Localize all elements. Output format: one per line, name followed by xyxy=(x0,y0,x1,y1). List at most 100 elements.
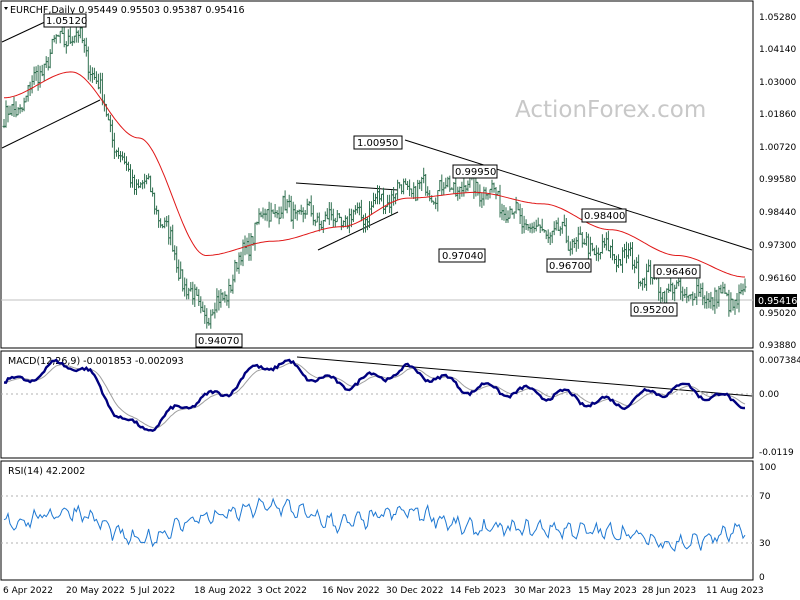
price-bar xyxy=(502,205,506,221)
price-bar xyxy=(233,259,237,283)
xtick-label: 6 Apr 2022 xyxy=(3,586,53,596)
price-bar xyxy=(466,180,470,192)
price-bar xyxy=(394,193,398,205)
price-bar xyxy=(115,149,118,157)
price-bar xyxy=(578,226,582,235)
price-bar xyxy=(197,289,201,306)
price-bar xyxy=(253,222,257,251)
price-bar xyxy=(169,226,173,246)
xtick-label: 14 Feb 2023 xyxy=(450,586,506,596)
price-bar xyxy=(119,151,122,163)
price-bar xyxy=(667,283,671,293)
price-bar xyxy=(609,245,612,259)
price-bar xyxy=(279,206,283,219)
price-bar xyxy=(625,241,628,264)
price-bar xyxy=(127,161,130,172)
price-label-1.00950: 1.00950 xyxy=(353,135,403,150)
price-bar xyxy=(707,293,711,309)
main-ytick-label: 0.96160 xyxy=(759,274,796,284)
price-bar xyxy=(58,30,62,44)
price-bar xyxy=(201,301,205,312)
xtick-label: 5 Jul 2022 xyxy=(130,586,175,596)
price-bar xyxy=(482,186,486,206)
price-bar xyxy=(293,204,297,220)
xtick-label: 30 Dec 2022 xyxy=(386,586,444,596)
price-bar xyxy=(191,281,195,305)
price-bar xyxy=(518,203,522,224)
price-bar xyxy=(410,188,414,198)
price-bar xyxy=(546,229,550,243)
price-bar xyxy=(135,179,138,195)
price-label-text: 0.96700 xyxy=(549,261,590,272)
price-bar xyxy=(480,192,484,208)
price-bar xyxy=(145,175,149,185)
main-title: EURCHF,Daily 0.95449 0.95503 0.95387 0.9… xyxy=(10,5,245,16)
price-label-text: 0.99950 xyxy=(455,167,496,178)
price-bar xyxy=(86,46,90,80)
price-bar xyxy=(530,222,534,234)
price-bar xyxy=(321,220,325,233)
price-bar xyxy=(645,263,649,291)
xtick-label: 18 Aug 2022 xyxy=(194,586,252,596)
xtick-label: 15 May 2023 xyxy=(578,586,637,596)
x-axis: 6 Apr 2022 20 May 2022 5 Jul 2022 18 Aug… xyxy=(3,586,764,596)
price-bar xyxy=(177,259,181,281)
price-bar xyxy=(151,187,155,197)
price-bar xyxy=(693,293,697,301)
rsi-panel-frame xyxy=(0,460,754,581)
xtick-label: 30 Mar 2023 xyxy=(514,586,571,596)
price-bar xyxy=(382,187,385,215)
price-bar xyxy=(600,234,604,254)
price-bar xyxy=(26,85,30,102)
xtick-label: 28 Jun 2023 xyxy=(642,586,696,596)
trendline-main-resistance xyxy=(404,139,753,251)
price-bar xyxy=(311,205,315,226)
main-ytick-label: 1.03000 xyxy=(759,78,796,88)
price-bar xyxy=(327,202,331,225)
price-bar xyxy=(84,37,88,57)
price-bar xyxy=(74,25,78,43)
price-bar xyxy=(265,209,269,222)
price-bar xyxy=(627,243,630,259)
price-bar xyxy=(438,180,442,192)
price-bar xyxy=(362,214,365,233)
price-bar xyxy=(659,287,663,304)
price-bar xyxy=(444,177,448,189)
price-bar xyxy=(347,208,351,234)
title-dropdown-icon[interactable] xyxy=(4,7,8,10)
price-label-text: 0.98400 xyxy=(584,211,625,222)
price-bar xyxy=(277,206,281,225)
price-bar xyxy=(380,193,383,202)
price-bar xyxy=(683,288,687,298)
price-bar xyxy=(436,190,440,212)
xtick-label: 11 Aug 2023 xyxy=(706,586,764,596)
macd-ytick-label: -0.0119 xyxy=(759,448,794,458)
price-bar xyxy=(560,221,564,234)
price-bar xyxy=(163,217,167,229)
price-bar xyxy=(106,113,110,121)
price-bar xyxy=(679,278,683,300)
price-bar xyxy=(743,278,747,293)
price-bar xyxy=(576,226,580,249)
price-bar xyxy=(611,239,614,261)
price-bar xyxy=(741,283,745,296)
price-bar xyxy=(643,277,647,288)
price-bar xyxy=(139,182,143,188)
price-bar xyxy=(108,114,112,133)
main-ytick-label: 0.95020 xyxy=(759,309,796,319)
price-bar xyxy=(462,178,466,197)
price-bar xyxy=(739,283,743,295)
price-bar xyxy=(460,181,464,197)
price-bar xyxy=(329,202,333,221)
main-ytick-label: 1.00720 xyxy=(759,143,796,153)
price-bar xyxy=(602,237,606,248)
price-bar xyxy=(323,211,327,222)
price-bar xyxy=(4,100,8,128)
price-bar xyxy=(211,309,215,316)
price-bar xyxy=(669,276,673,292)
price-bar xyxy=(486,193,490,200)
price-bar xyxy=(261,207,265,219)
price-bar xyxy=(731,298,735,311)
price-bar xyxy=(729,292,733,313)
price-bar xyxy=(76,30,80,43)
